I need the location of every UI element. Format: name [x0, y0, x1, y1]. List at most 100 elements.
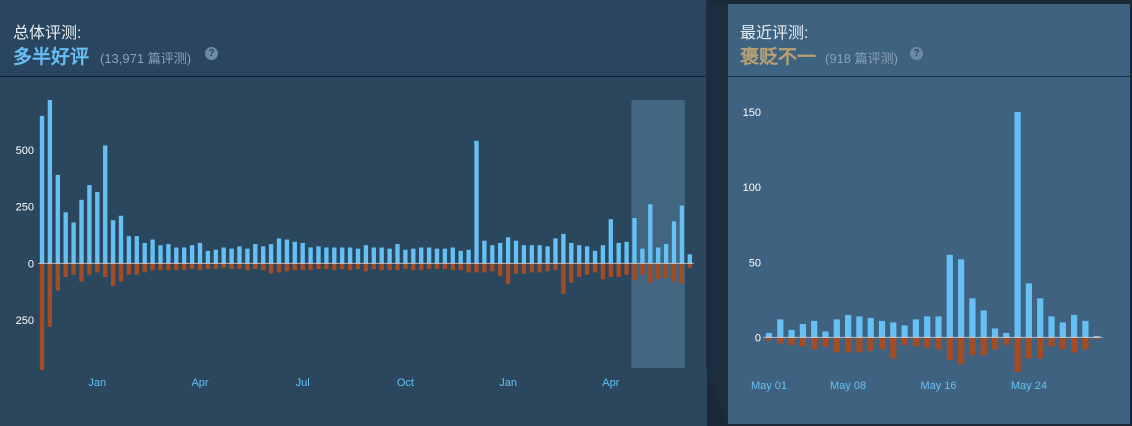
- overall-negative-bar[interactable]: [276, 263, 282, 273]
- overall-positive-bar[interactable]: [229, 248, 234, 264]
- overall-negative-bar[interactable]: [213, 263, 218, 270]
- overall-negative-bar[interactable]: [616, 263, 621, 277]
- overall-negative-bar[interactable]: [379, 263, 384, 271]
- overall-negative-bar[interactable]: [324, 263, 329, 270]
- overall-negative-bar[interactable]: [687, 263, 692, 268]
- overall-positive-bar[interactable]: [118, 215, 124, 264]
- overall-positive-bar[interactable]: [174, 247, 179, 264]
- overall-positive-bar[interactable]: [221, 247, 226, 264]
- overall-positive-bar[interactable]: [521, 245, 527, 264]
- recent-negative-bar[interactable]: [946, 337, 953, 360]
- overall-positive-bar[interactable]: [308, 247, 313, 264]
- overall-positive-bar[interactable]: [371, 247, 376, 264]
- overall-positive-bar[interactable]: [513, 240, 519, 264]
- overall-positive-bar[interactable]: [126, 236, 132, 264]
- overall-positive-bar[interactable]: [237, 246, 242, 264]
- recent-positive-bar[interactable]: [1082, 320, 1089, 338]
- overall-negative-bar[interactable]: [71, 263, 76, 275]
- overall-positive-bar[interactable]: [245, 248, 250, 264]
- recent-positive-bar[interactable]: [777, 319, 784, 338]
- overall-negative-bar[interactable]: [363, 263, 369, 272]
- overall-negative-bar[interactable]: [95, 263, 100, 273]
- overall-positive-bar[interactable]: [663, 244, 669, 264]
- recent-positive-bar[interactable]: [980, 310, 987, 338]
- overall-negative-bar[interactable]: [584, 263, 590, 275]
- recent-positive-bar[interactable]: [811, 320, 818, 338]
- recent-negative-bar[interactable]: [1070, 337, 1078, 353]
- recent-positive-bar[interactable]: [856, 316, 863, 338]
- overall-positive-bar[interactable]: [292, 241, 297, 264]
- overall-negative-bar[interactable]: [110, 263, 116, 287]
- overall-positive-bar[interactable]: [134, 236, 139, 264]
- overall-negative-bar[interactable]: [87, 263, 92, 275]
- overall-positive-bar[interactable]: [324, 247, 329, 264]
- overall-positive-bar[interactable]: [332, 247, 337, 264]
- overall-negative-bar[interactable]: [640, 263, 645, 275]
- overall-positive-bar[interactable]: [110, 220, 116, 264]
- overall-negative-bar[interactable]: [513, 263, 519, 274]
- overall-positive-bar[interactable]: [434, 248, 440, 264]
- overall-positive-bar[interactable]: [284, 239, 290, 264]
- overall-negative-bar[interactable]: [126, 263, 132, 275]
- recent-positive-bar[interactable]: [765, 332, 773, 338]
- overall-positive-bar[interactable]: [640, 248, 645, 264]
- overall-positive-bar[interactable]: [95, 191, 100, 264]
- overall-negative-bar[interactable]: [419, 263, 424, 271]
- overall-negative-bar[interactable]: [47, 263, 53, 327]
- overall-positive-bar[interactable]: [213, 249, 218, 264]
- overall-negative-bar[interactable]: [411, 263, 416, 271]
- overall-positive-bar[interactable]: [498, 242, 503, 264]
- recent-negative-bar[interactable]: [1048, 337, 1055, 347]
- recent-negative-bar[interactable]: [969, 337, 976, 356]
- recent-positive-bar[interactable]: [1003, 332, 1010, 338]
- overall-negative-bar[interactable]: [142, 263, 147, 273]
- overall-positive-bar[interactable]: [87, 185, 92, 264]
- overall-positive-bar[interactable]: [474, 140, 479, 264]
- recent-positive-bar[interactable]: [991, 328, 999, 338]
- overall-negative-bar[interactable]: [221, 263, 226, 268]
- overall-positive-bar[interactable]: [537, 245, 542, 264]
- overall-positive-bar[interactable]: [600, 245, 606, 264]
- overall-negative-bar[interactable]: [332, 263, 337, 271]
- overall-negative-bar[interactable]: [600, 263, 606, 280]
- overall-negative-bar[interactable]: [55, 263, 60, 291]
- recent-negative-bar[interactable]: [1093, 337, 1100, 339]
- overall-positive-bar[interactable]: [189, 245, 195, 264]
- recent-negative-bar[interactable]: [957, 337, 965, 365]
- overall-positive-bar[interactable]: [395, 244, 400, 264]
- recent-positive-bar[interactable]: [946, 254, 953, 338]
- overall-positive-bar[interactable]: [529, 245, 534, 264]
- recent-negative-bar[interactable]: [912, 337, 920, 347]
- overall-negative-bar[interactable]: [442, 263, 448, 270]
- recent-positive-bar[interactable]: [1048, 316, 1055, 338]
- overall-positive-bar[interactable]: [632, 217, 637, 264]
- overall-negative-bar[interactable]: [261, 263, 266, 271]
- overall-negative-bar[interactable]: [450, 263, 455, 271]
- overall-positive-bar[interactable]: [411, 248, 416, 264]
- overall-negative-bar[interactable]: [395, 263, 400, 271]
- overall-positive-bar[interactable]: [403, 249, 408, 264]
- overall-negative-bar[interactable]: [103, 263, 108, 277]
- overall-negative-bar[interactable]: [577, 263, 582, 277]
- overall-negative-bar[interactable]: [648, 263, 653, 283]
- recent-positive-bar[interactable]: [901, 325, 908, 338]
- overall-positive-bar[interactable]: [458, 250, 463, 264]
- overall-positive-bar[interactable]: [569, 242, 574, 264]
- overall-positive-bar[interactable]: [363, 245, 369, 264]
- overall-help-icon[interactable]: ?: [205, 47, 218, 60]
- overall-positive-bar[interactable]: [55, 174, 60, 264]
- overall-negative-bar[interactable]: [434, 263, 440, 270]
- recent-negative-bar[interactable]: [935, 337, 942, 350]
- recent-negative-bar[interactable]: [878, 337, 886, 350]
- overall-positive-bar[interactable]: [355, 248, 361, 264]
- recent-negative-bar[interactable]: [991, 337, 999, 350]
- overall-highlight-range[interactable]: [631, 100, 685, 368]
- overall-negative-bar[interactable]: [284, 263, 290, 272]
- overall-negative-bar[interactable]: [300, 263, 305, 271]
- recent-positive-bar[interactable]: [1059, 322, 1066, 338]
- overall-negative-bar[interactable]: [197, 263, 203, 271]
- overall-negative-bar[interactable]: [490, 263, 495, 272]
- overall-positive-bar[interactable]: [592, 250, 598, 264]
- recent-negative-bar[interactable]: [1025, 337, 1033, 359]
- recent-positive-bar[interactable]: [822, 331, 829, 338]
